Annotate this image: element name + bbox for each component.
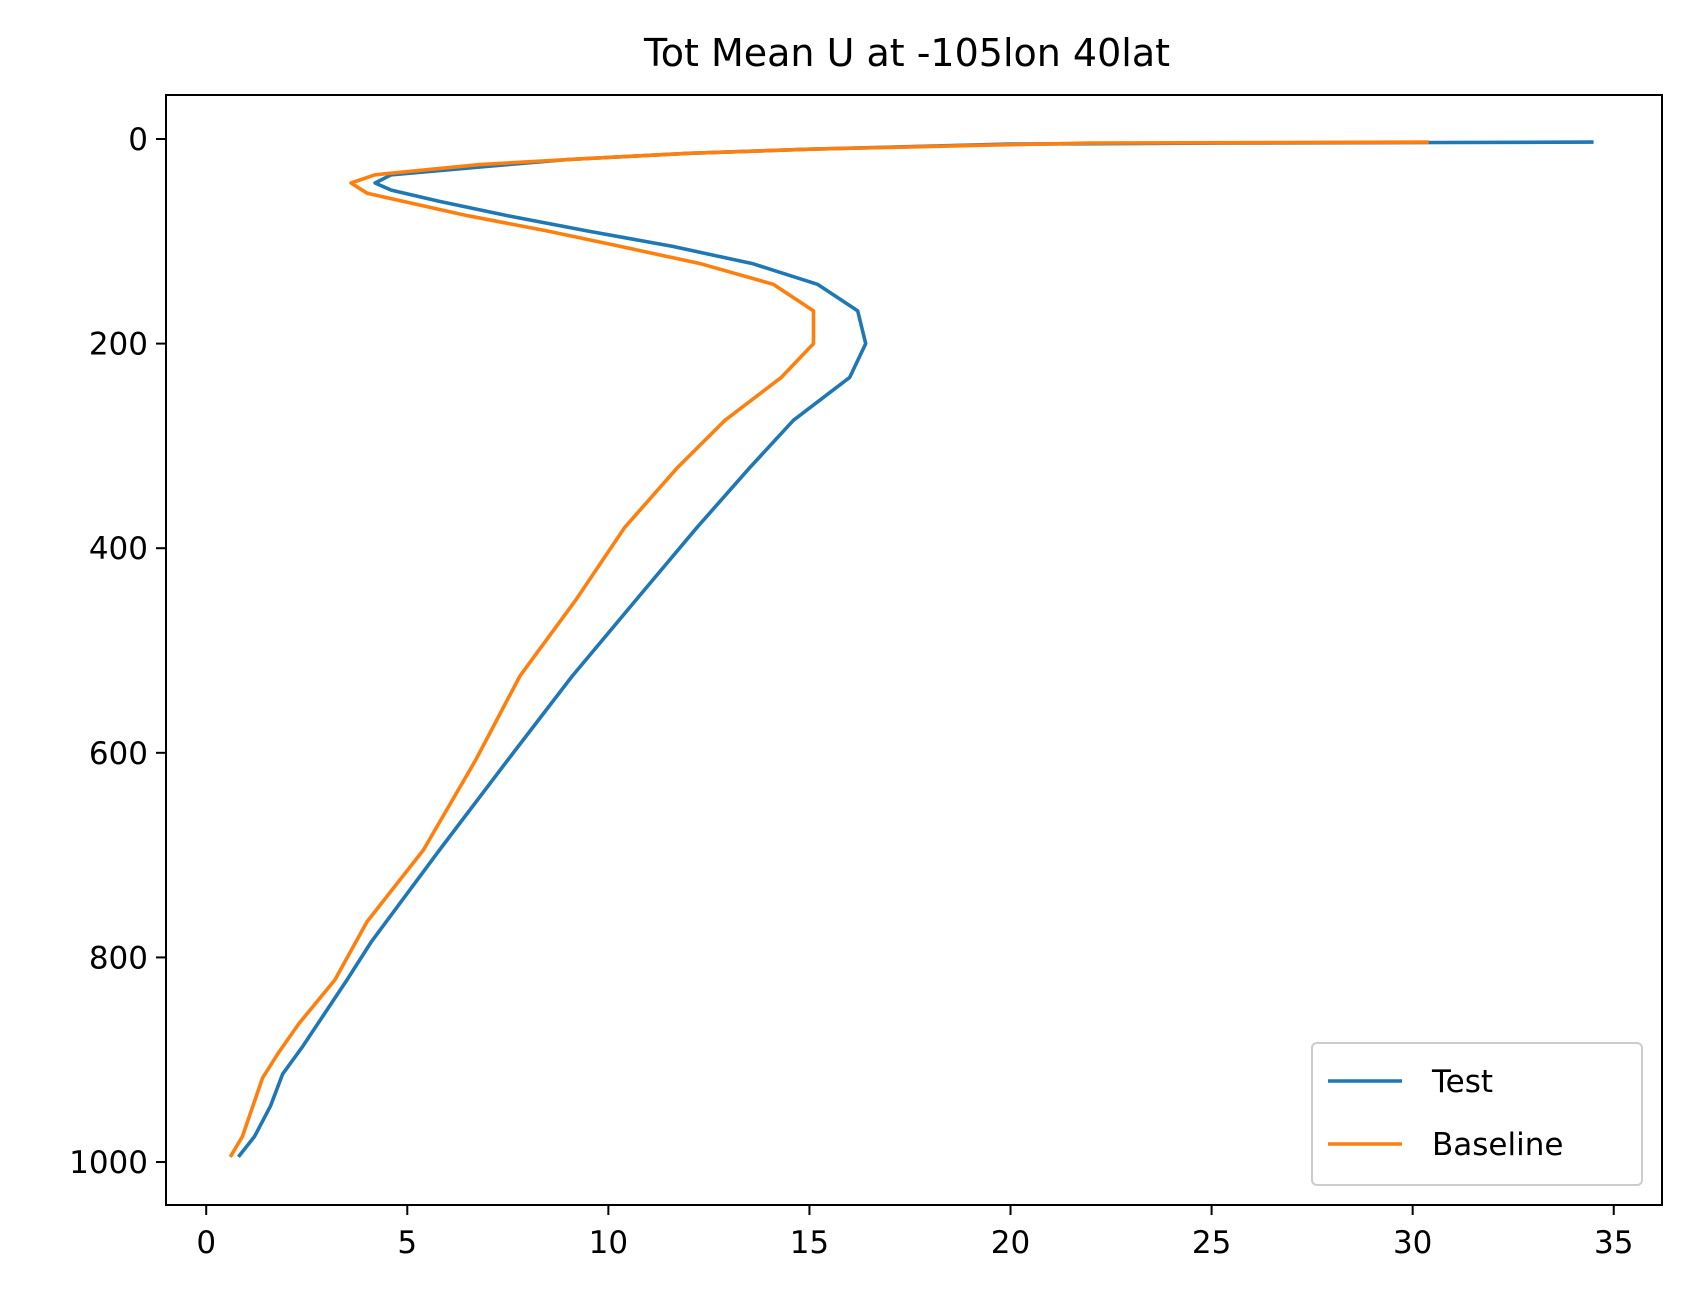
x-tick-label: 35: [1594, 1225, 1633, 1261]
x-tick-label: 10: [589, 1225, 628, 1261]
y-tick-label: 400: [89, 531, 148, 567]
y-axis: 0 200 400 600 800 1000: [69, 122, 166, 1181]
plot-area: [228, 140, 1594, 1159]
y-tick-label: 1000: [69, 1145, 148, 1181]
legend: Test Baseline: [1311, 1042, 1643, 1186]
legend-label-baseline: Baseline: [1432, 1127, 1563, 1163]
chart-title: Tot Mean U at -105lon 40lat: [643, 31, 1170, 75]
y-tick-label: 600: [89, 736, 148, 772]
y-tick-label: 800: [89, 940, 148, 976]
x-tick-label: 20: [991, 1225, 1030, 1261]
y-tick-label: 0: [128, 122, 148, 158]
y-tick-label: 200: [89, 327, 148, 363]
legend-label-test: Test: [1431, 1064, 1493, 1100]
x-axis: 0 5 10 15 20 25 30 35: [196, 1205, 1633, 1261]
legend-box: [1311, 1042, 1643, 1186]
x-tick-label: 15: [790, 1225, 829, 1261]
x-tick-label: 0: [196, 1225, 216, 1261]
x-tick-label: 30: [1393, 1225, 1432, 1261]
x-tick-label: 5: [397, 1225, 417, 1261]
plot-frame: [165, 94, 1663, 1206]
series-line-baseline: [228, 140, 1429, 1158]
x-tick-label: 25: [1192, 1225, 1231, 1261]
